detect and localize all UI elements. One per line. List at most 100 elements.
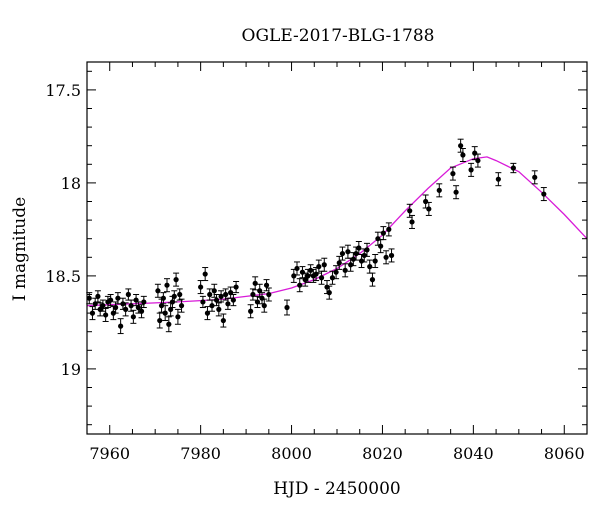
point-marker [113, 304, 119, 311]
data-point [233, 280, 240, 294]
data-point [171, 290, 178, 303]
point-marker [103, 312, 109, 318]
data-point [130, 309, 137, 324]
data-point [247, 304, 254, 319]
point-marker [321, 262, 327, 268]
point-marker [372, 258, 378, 264]
data-point [422, 194, 429, 209]
data-point [117, 318, 124, 335]
chart-title: OGLE-2017-BLG-1788 [242, 26, 435, 46]
point-marker [130, 314, 136, 320]
data-point [436, 183, 443, 198]
data-point [265, 287, 272, 302]
data-point [138, 304, 145, 319]
data-point [366, 259, 373, 274]
data-point [133, 294, 140, 307]
point-marker [175, 314, 181, 320]
point-marker [409, 219, 415, 225]
data-point [213, 294, 220, 307]
point-marker [291, 273, 297, 279]
point-marker [133, 297, 139, 303]
data-point [92, 297, 99, 310]
data-point [199, 295, 206, 309]
data-point [176, 288, 183, 301]
point-marker [120, 301, 126, 307]
point-marker [326, 290, 332, 296]
point-marker [123, 306, 129, 312]
point-marker [173, 277, 179, 283]
point-marker [458, 143, 464, 149]
x-tick-label: 8000 [271, 444, 312, 463]
data-point [353, 246, 360, 261]
data-point [307, 264, 314, 277]
data-point [174, 308, 181, 325]
data-point [125, 288, 132, 301]
data-point [372, 254, 379, 269]
point-marker [345, 249, 351, 255]
data-point [290, 268, 297, 283]
data-point [204, 306, 211, 321]
data-point [369, 272, 376, 287]
data-point [102, 307, 109, 322]
point-marker [97, 306, 103, 312]
point-marker [450, 171, 456, 177]
data-point [252, 276, 259, 291]
data-point [361, 248, 368, 263]
data-point [383, 250, 390, 265]
point-marker [495, 176, 501, 182]
data-point [284, 299, 290, 316]
point-marker [213, 297, 220, 303]
point-marker [299, 269, 306, 275]
point-marker [388, 252, 395, 259]
point-marker [318, 275, 325, 281]
point-marker [468, 167, 474, 173]
data-point [261, 298, 268, 313]
data-point [160, 292, 167, 305]
point-marker [423, 198, 429, 205]
y-tick-label: 19 [61, 360, 81, 379]
point-marker [218, 293, 224, 299]
point-marker [364, 247, 370, 253]
point-marker [155, 288, 161, 294]
point-marker [541, 191, 547, 197]
point-marker [333, 269, 339, 275]
data-point [374, 231, 381, 246]
point-marker [248, 308, 254, 314]
point-marker [254, 299, 261, 305]
point-marker [339, 250, 346, 257]
point-marker [209, 303, 215, 309]
data-point [326, 285, 333, 300]
point-marker [166, 321, 172, 327]
data-point [94, 290, 101, 303]
data-point [453, 185, 460, 200]
data-point [249, 288, 256, 301]
data-point [385, 222, 392, 237]
point-marker [207, 291, 213, 298]
data-point [388, 248, 395, 263]
point-marker [386, 226, 392, 232]
point-marker [313, 271, 319, 277]
point-marker [178, 303, 185, 309]
data-point [377, 239, 384, 254]
data-point [178, 298, 185, 313]
point-marker [100, 303, 106, 309]
data-point [333, 265, 340, 280]
point-marker [472, 150, 478, 156]
data-point [167, 302, 174, 317]
y-tick-label: 18 [61, 174, 81, 193]
point-marker [202, 271, 208, 277]
data-point [468, 162, 475, 177]
data-point [321, 257, 328, 272]
data-point [263, 279, 270, 292]
x-tick-label: 7960 [89, 444, 130, 463]
data-point [107, 294, 114, 307]
point-marker [108, 297, 114, 303]
data-point [218, 290, 225, 303]
data-point [380, 226, 387, 241]
data-point [135, 301, 142, 314]
point-marker [266, 291, 272, 298]
data-point [227, 286, 234, 299]
data-point [114, 292, 121, 305]
point-marker [348, 262, 354, 268]
data-point [449, 166, 456, 181]
